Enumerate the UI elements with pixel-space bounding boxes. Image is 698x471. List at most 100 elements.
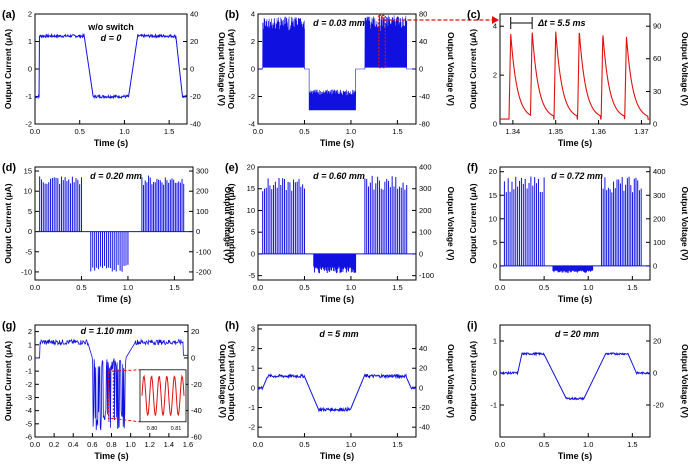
- signal-line: [35, 338, 188, 431]
- y-tick-label: 10: [489, 214, 497, 223]
- annotation: w/o switch: [87, 22, 134, 32]
- y-tick-label: -1: [248, 403, 255, 412]
- y-tick-label: 5: [493, 238, 497, 247]
- zoom-highlight: [378, 14, 386, 69]
- y2-axis-label: Output Voltage (V): [446, 344, 456, 418]
- x-tick-label: 0.0: [495, 283, 505, 292]
- y-tick-label: -3: [25, 393, 32, 402]
- y-tick-label: 20: [247, 163, 255, 172]
- y2-tick-label: -20: [653, 401, 664, 410]
- x-tick-label: 1.0: [125, 440, 135, 449]
- y2-tick-label: 200: [196, 187, 209, 196]
- y-tick-label: 3: [251, 324, 255, 333]
- x-axis-label: Time (s): [320, 138, 354, 148]
- y-tick-label: -2: [25, 120, 32, 129]
- panel-label: (a): [2, 9, 16, 21]
- y-tick-label: 2: [493, 71, 497, 80]
- y2-tick-label: 300: [419, 184, 432, 193]
- x-axis-label: Time (s): [558, 138, 592, 148]
- x-tick-label: 1.5: [392, 127, 402, 136]
- plot-frame: [257, 166, 417, 281]
- y2-tick-label: -20: [191, 380, 202, 389]
- y2-tick-label: 0: [653, 369, 657, 378]
- y-tick-label: 2: [251, 344, 255, 353]
- plot-frame: [499, 166, 651, 281]
- y2-tick-label: -40: [190, 120, 201, 129]
- panel-h: 0.0 0.5 1.0 1.5 -2 -1 0 1 2 3 -40 -20 0 20 40 Time (s) O…: [225, 320, 456, 461]
- y-axis-label: Output Current (μA): [468, 341, 478, 421]
- y-tick-label: -6: [25, 433, 32, 442]
- x-axis-label: Time (s): [97, 294, 131, 304]
- inset-connector: [113, 418, 141, 423]
- x-tick-label: 1.5: [392, 283, 402, 292]
- y2-tick-label: -100: [196, 247, 211, 256]
- inset-tick-label: 0.80: [147, 426, 158, 432]
- annotation: d = 5 mm: [319, 329, 358, 339]
- y-tick-label: -2: [25, 380, 32, 389]
- x-tick-label: 0.4: [68, 440, 78, 449]
- y-tick-label: 0: [251, 383, 255, 392]
- y2-tick-label: 0: [191, 353, 195, 362]
- y-tick-label: -4: [248, 120, 255, 129]
- y2-tick-label: -20: [190, 92, 201, 101]
- y2-axis-label: Output Voltage (V): [446, 187, 456, 261]
- y-tick-label: 2: [28, 10, 32, 19]
- signal-line: [500, 31, 650, 120]
- y-tick-label: 0: [28, 227, 32, 236]
- x-axis-label: Time (s): [558, 294, 592, 304]
- series-d: [35, 175, 193, 272]
- inset-tick-label: 0.81: [171, 426, 182, 432]
- inset-signal: [141, 374, 185, 416]
- y-tick-label: -5: [25, 247, 32, 256]
- x-tick-label: 1.5: [627, 283, 637, 292]
- y-tick-label: 10: [247, 206, 255, 215]
- y2-tick-label: 0: [653, 261, 657, 270]
- y-axis-label: Output Current (μA): [3, 341, 13, 421]
- y-tick-label: 2: [28, 327, 32, 336]
- y-axis-label: Output Current (μA): [226, 183, 236, 263]
- y2-tick-label: 0: [190, 65, 194, 74]
- y2-tick-label: 20: [653, 337, 661, 346]
- plot-frame: [257, 324, 417, 438]
- y2-tick-label: 400: [419, 163, 432, 172]
- x-tick-label: 1.34: [506, 127, 521, 136]
- y-tick-label: 0: [28, 65, 32, 74]
- panel-label: (f): [467, 162, 478, 174]
- x-axis-label: Time (s): [558, 451, 592, 461]
- y2-tick-label: -100: [419, 271, 434, 280]
- y2-tick-label: 30: [653, 87, 661, 96]
- y2-tick-label: 80: [419, 10, 427, 19]
- x-tick-label: 1.35: [548, 127, 563, 136]
- annotation: d = 0.03 mm: [313, 18, 365, 28]
- annotation: Δt = 5.5 ms: [537, 18, 585, 28]
- zoom-arrowhead: [492, 16, 499, 24]
- y2-axis-label: Output Voltage (V): [680, 32, 690, 106]
- x-tick-label: 0.0: [30, 127, 40, 136]
- x-tick-label: 1.0: [346, 283, 356, 292]
- x-tick-label: 1.37: [634, 127, 649, 136]
- signal-line: [258, 373, 416, 413]
- zoom-highlight: [108, 370, 115, 420]
- y2-tick-label: -40: [419, 423, 430, 432]
- series-f: [500, 176, 650, 273]
- y2-tick-label: 200: [419, 206, 432, 215]
- y2-tick-label: 20: [190, 37, 198, 46]
- x-tick-label: 1.0: [346, 127, 356, 136]
- annotation: d = 0.60 mm: [313, 171, 365, 181]
- annotation: d = 0: [101, 33, 122, 43]
- y2-axis-label: Output Voltage (V): [446, 32, 456, 106]
- y-axis-label: Output Current (μA): [468, 183, 478, 263]
- signal-line: [35, 32, 187, 100]
- y-tick-label: 0: [493, 261, 497, 270]
- y-tick-label: -4: [25, 406, 32, 415]
- series-h: [258, 373, 416, 413]
- y-tick-label: 5: [28, 207, 32, 216]
- y2-tick-label: 300: [196, 167, 209, 176]
- x-tick-label: 0.5: [74, 127, 84, 136]
- x-axis-label: Time (s): [94, 138, 128, 148]
- y2-tick-label: 90: [653, 22, 661, 31]
- x-tick-label: 1.0: [346, 440, 356, 449]
- y-tick-label: 15: [247, 184, 255, 193]
